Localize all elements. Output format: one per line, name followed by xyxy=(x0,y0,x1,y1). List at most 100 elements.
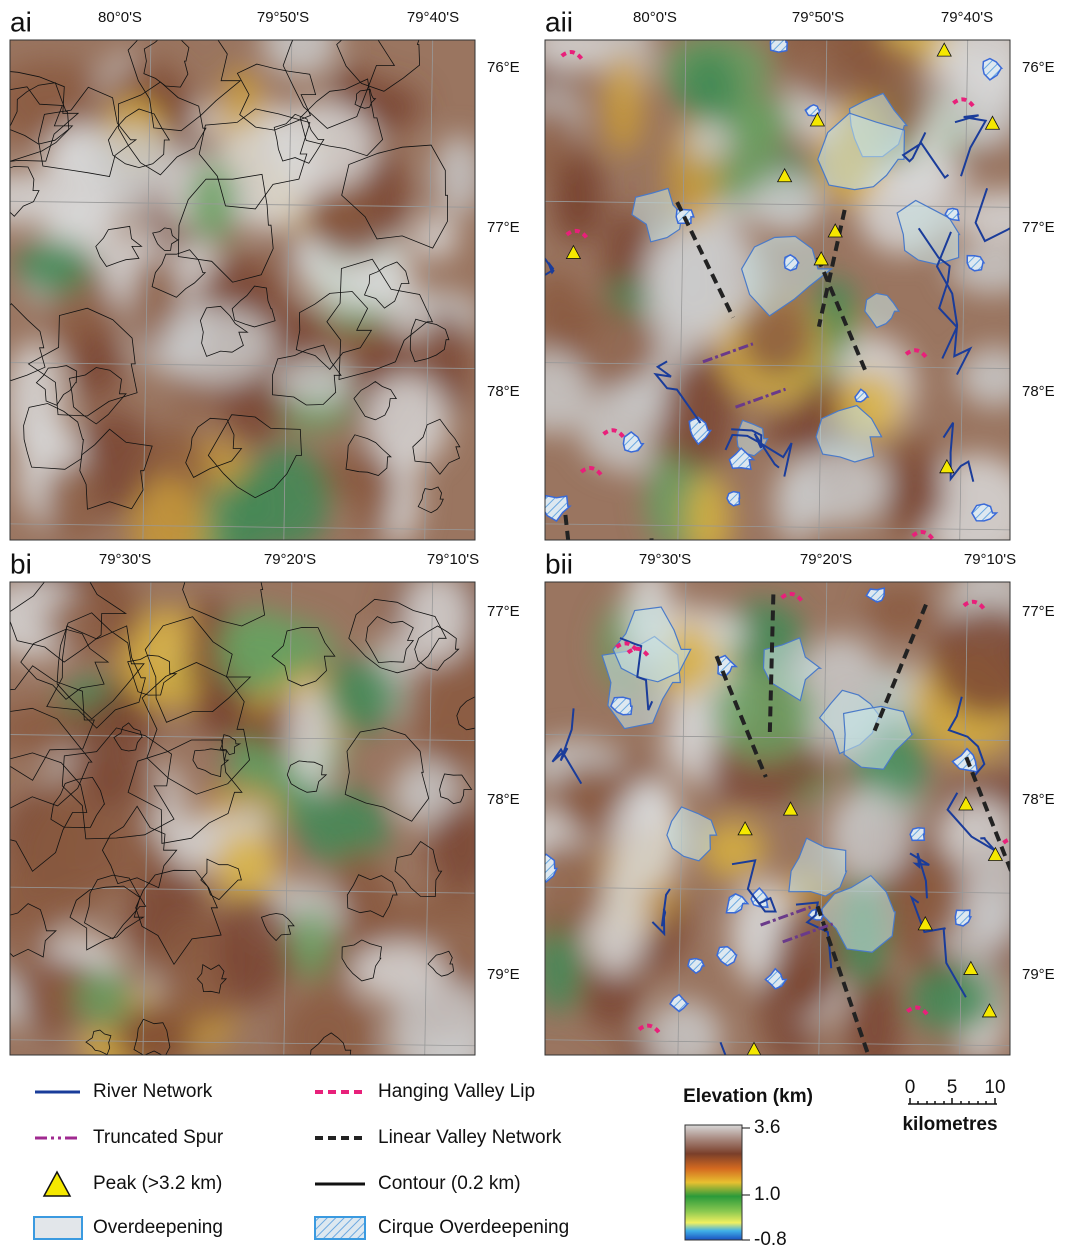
contour xyxy=(27,307,138,417)
contour xyxy=(260,913,295,942)
terrain-blob xyxy=(939,40,1010,106)
river xyxy=(935,231,973,376)
legend-label: River Network xyxy=(93,1081,213,1102)
contour xyxy=(101,805,178,889)
contour xyxy=(231,285,276,328)
hanging-valley-lip xyxy=(905,1005,931,1019)
latitude-label: 79°30'S xyxy=(639,551,691,568)
contour xyxy=(310,1032,352,1055)
contour xyxy=(182,582,266,627)
terrain xyxy=(545,40,1010,540)
map-panel: aii 80°0'S 79°50'S 79°40'S 76°E 77°E 78°E xyxy=(544,6,1055,541)
graticule xyxy=(283,582,293,1055)
terrain-blob xyxy=(677,49,740,126)
contour xyxy=(10,86,74,162)
river xyxy=(909,852,930,899)
contour xyxy=(299,78,384,157)
terrain-blob xyxy=(883,878,951,929)
peak xyxy=(936,42,952,57)
terrain xyxy=(545,582,1010,1055)
contour xyxy=(177,173,274,283)
graticule xyxy=(10,734,475,741)
terrain-blob xyxy=(645,1000,723,1055)
terrain xyxy=(10,582,475,1055)
terrain-blob xyxy=(908,964,997,1034)
terrain-blob xyxy=(89,127,179,188)
contour xyxy=(363,261,410,309)
map-panel: ai 80°0'S 79°50'S 79°40'S 76°E 77°E 78°E xyxy=(9,6,520,541)
longitude-label: 76°E xyxy=(1022,59,1055,76)
terrain-blob xyxy=(46,594,115,653)
terrain-blob xyxy=(16,238,92,295)
contour xyxy=(56,612,145,720)
contour xyxy=(336,40,421,92)
peak xyxy=(776,167,793,183)
map-panels: ai 80°0'S 79°50'S 79°40'S 76°E 77°E 78°E aii 80°… xyxy=(9,6,1055,1056)
graticule xyxy=(545,200,1010,208)
scale-tick-label: 5 xyxy=(947,1077,958,1098)
terrain-blob xyxy=(186,595,233,704)
graticule xyxy=(818,40,828,540)
terrain-blob xyxy=(962,829,1010,939)
scale-bar: 0 5 10 kilometres xyxy=(902,1077,1005,1135)
contour xyxy=(10,165,40,217)
terrain-blob xyxy=(931,606,1010,718)
graticule xyxy=(545,734,1010,741)
peak xyxy=(827,223,843,238)
colorbar-title: Elevation (km) xyxy=(683,1086,813,1107)
contour xyxy=(10,752,88,872)
contour xyxy=(118,81,207,176)
terrain-blob xyxy=(847,967,903,1055)
overdeepening xyxy=(612,606,692,683)
terrain-blob xyxy=(273,356,368,406)
terrain-blob xyxy=(187,161,238,244)
terrain-blob xyxy=(686,475,732,540)
cirque-overdeepening xyxy=(944,207,960,222)
hanging-valley-lip xyxy=(579,466,605,480)
colorbar-ramp xyxy=(684,1124,743,1241)
longitude-label: 77°E xyxy=(1022,603,1055,620)
contour xyxy=(50,776,106,828)
hanging-valley-lip xyxy=(780,591,806,605)
terrain-blob xyxy=(827,787,912,882)
overdeepening xyxy=(864,292,901,329)
contour xyxy=(107,108,171,169)
cirque-overdeepening xyxy=(954,909,972,927)
overdeepening xyxy=(762,637,823,702)
legend-label: Hanging Valley Lip xyxy=(378,1081,535,1102)
terrain-blob xyxy=(686,119,732,161)
latitude-label: 79°20'S xyxy=(264,551,316,568)
contour xyxy=(271,627,336,687)
terrain-blob xyxy=(433,135,475,216)
peak xyxy=(939,458,955,474)
terrain-blob xyxy=(755,171,822,234)
contour xyxy=(192,748,230,778)
legend-label: Cirque Overdeepening xyxy=(378,1217,569,1238)
peak xyxy=(813,251,829,266)
cirque-overdeepening xyxy=(688,416,713,446)
contour xyxy=(427,950,455,977)
peak xyxy=(984,115,1001,130)
terrain-blob xyxy=(891,457,947,530)
overdeepening xyxy=(842,705,914,770)
terrain-blob xyxy=(947,243,1010,294)
contour xyxy=(61,727,175,840)
linear-valley xyxy=(816,209,847,328)
terrain-blob xyxy=(216,892,292,1006)
cirque-overdeepening xyxy=(726,490,741,507)
contour xyxy=(10,303,46,381)
contour xyxy=(10,71,80,162)
terrain-blob xyxy=(287,687,333,785)
river xyxy=(909,894,967,998)
contour xyxy=(273,113,325,164)
map-panel: bi 79°30'S 79°20'S 79°10'S 77°E 78°E 79°E xyxy=(9,548,520,1056)
contour xyxy=(346,874,398,918)
contour xyxy=(271,344,342,406)
cirque-overdeepening xyxy=(725,893,750,914)
terrain-blob xyxy=(948,190,1010,243)
cirque-overdeepening xyxy=(865,587,886,603)
contour xyxy=(345,434,392,476)
legend-label: Linear Valley Network xyxy=(378,1127,562,1148)
contour xyxy=(10,665,95,781)
river xyxy=(545,257,555,277)
